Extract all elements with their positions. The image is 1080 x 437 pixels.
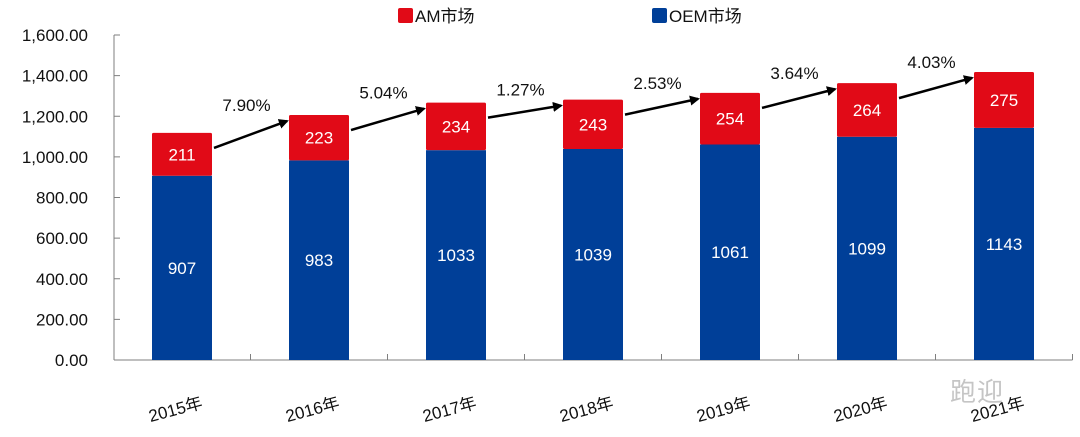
bar-label-oem: 1143: [986, 235, 1023, 254]
y-axis: 0.00 200.00 400.00 600.00 800.00 1,000.00 1,20…: [22, 26, 120, 370]
bar-am: [426, 102, 486, 151]
bar-am: [563, 99, 623, 149]
watermark: 跑迎: [950, 378, 1005, 408]
growth-label: 4.03%: [907, 53, 955, 72]
growth-arrow: [350, 106, 426, 132]
bar-label-oem: 1061: [711, 243, 749, 262]
bar-am: [837, 83, 897, 137]
bar-label-oem: 1033: [437, 246, 475, 265]
bars: 907 211 983 223 1033 234 1039 243 1061 254 1099 264…: [152, 71, 1034, 360]
growth-label: 2.53%: [633, 74, 681, 93]
bar-oem: [974, 127, 1034, 360]
x-category-label: 2017年: [421, 393, 479, 426]
x-category-label: 2018年: [558, 393, 616, 426]
growth-arrow: [624, 95, 700, 116]
bar-oem: [289, 160, 349, 360]
bar-label-am: 223: [305, 129, 333, 148]
bar-label-am: 275: [990, 91, 1018, 110]
x-category-label: 2016年: [284, 393, 342, 426]
legend: AM市场 OEM市场: [398, 7, 742, 26]
bar-label-am: 234: [442, 117, 470, 136]
legend-swatch: [398, 8, 413, 23]
bar-label-am: 211: [168, 145, 195, 164]
bar-oem: [426, 150, 486, 360]
growth-arrow: [898, 75, 974, 100]
y-tick-label: 1,600.00: [22, 26, 88, 45]
x-category-label: 2020年: [832, 393, 890, 426]
bar-am: [289, 115, 349, 161]
growth-label: 1.27%: [496, 81, 544, 100]
y-tick-label: 400.00: [36, 270, 88, 289]
growth-arrow: [213, 119, 289, 150]
x-category-label: 2015年: [147, 393, 205, 426]
growth-label: 3.64%: [770, 64, 818, 83]
bar-oem: [837, 136, 897, 360]
bar-label-am: 254: [716, 110, 744, 129]
growth-label: 5.04%: [359, 84, 407, 103]
y-tick-label: 1,400.00: [22, 67, 88, 86]
bar-label-oem: 907: [168, 259, 196, 278]
x-category-label: 2019年: [695, 393, 753, 426]
bar-am: [974, 71, 1034, 128]
y-tick-label: 600.00: [36, 229, 88, 248]
legend-label: AM市场: [415, 7, 475, 26]
growth-arrows: 7.90% 5.04% 1.27% 2.53% 3.64% 4.03%: [213, 53, 974, 150]
x-axis: 2015年 2016年 2017年 2018年 2019年 2020年 2021年: [114, 354, 1073, 426]
bar-label-oem: 1099: [848, 239, 886, 258]
bar-oem: [152, 175, 212, 360]
y-tick-label: 200.00: [36, 310, 88, 329]
bar-label-oem: 1039: [574, 245, 612, 264]
y-tick-label: 1,200.00: [22, 107, 88, 126]
legend-label: OEM市场: [669, 7, 742, 26]
bar-label-oem: 983: [305, 251, 333, 270]
growth-label: 7.90%: [222, 96, 270, 115]
y-tick-label: 1,000.00: [22, 148, 88, 167]
legend-swatch: [652, 8, 667, 23]
growth-arrow: [761, 86, 837, 110]
growth-arrow: [487, 101, 563, 119]
bar-label-am: 243: [579, 115, 607, 134]
y-tick-label: 800.00: [36, 189, 88, 208]
bar-label-am: 264: [853, 101, 881, 120]
bar-am: [700, 92, 760, 145]
bar-oem: [563, 148, 623, 360]
bar-oem: [700, 144, 760, 360]
y-tick-label: 0.00: [55, 351, 88, 370]
bar-am: [152, 132, 212, 176]
